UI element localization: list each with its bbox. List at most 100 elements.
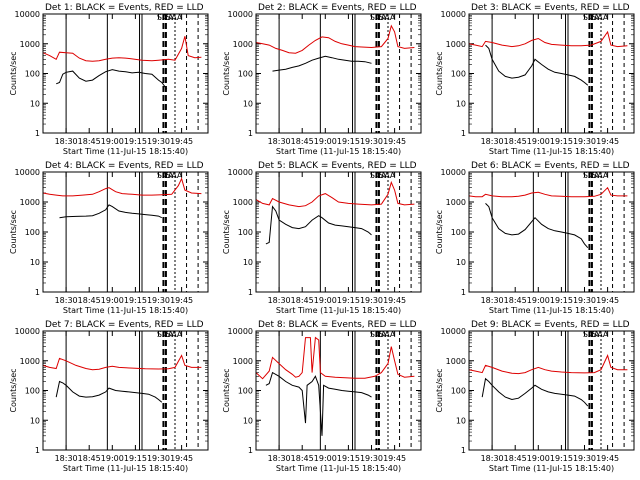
panel-det-3: Det 3: BLACK = Events, RED = LLDSAASAA11… — [435, 3, 635, 156]
x-tick-label: 19:15 — [550, 137, 573, 146]
y-tick-label: 10 — [456, 416, 466, 425]
x-tick-label: 19:00 — [314, 454, 337, 463]
y-tick-label: 1000 — [233, 40, 253, 49]
y-tick-label: 1000 — [20, 198, 40, 207]
x-tick-label: 18:30 — [55, 296, 78, 305]
y-tick-label: 100 — [25, 228, 40, 237]
x-axis-label: Start Time (11-Jul-15 18:15:40) — [63, 464, 188, 473]
y-tick-label: 1 — [461, 446, 466, 455]
plot-frame — [468, 13, 635, 134]
y-tick-label: 100 — [451, 387, 466, 396]
series-lld-line — [42, 354, 202, 371]
x-tick-label: 18:45 — [504, 296, 527, 305]
panel-det-9: Det 9: BLACK = Events, RED = LLDSAASAA11… — [435, 320, 635, 473]
x-tick-label: 19:15 — [124, 137, 147, 146]
x-tick-label: 18:45 — [291, 454, 314, 463]
x-tick-label: 19:00 — [527, 296, 550, 305]
series-events-line — [59, 204, 163, 219]
series-lld-line — [468, 30, 628, 48]
y-tick-label: 100 — [238, 387, 253, 396]
y-axis-label: Counts/sec — [222, 368, 231, 412]
y-tick-label: 10000 — [228, 327, 253, 336]
x-tick-label: 19:15 — [550, 296, 573, 305]
x-tick-label: 19:30 — [573, 137, 596, 146]
y-axis-label: Counts/sec — [222, 51, 231, 95]
plot-frame — [255, 330, 422, 451]
y-axis-label: Counts/sec — [9, 51, 18, 95]
x-tick-label: 18:30 — [481, 454, 504, 463]
x-tick-label: 19:45 — [170, 137, 193, 146]
x-tick-label: 19:15 — [124, 454, 147, 463]
series-events-line — [265, 205, 372, 245]
y-tick-label: 1 — [35, 129, 40, 138]
y-tick-label: 1000 — [446, 40, 466, 49]
y-tick-label: 10000 — [15, 168, 40, 177]
y-tick-label: 10 — [243, 99, 253, 108]
x-tick-label: 19:45 — [383, 296, 406, 305]
y-tick-label: 10000 — [15, 10, 40, 19]
series-lld-line — [255, 336, 415, 380]
x-tick-label: 19:45 — [383, 137, 406, 146]
series-events-line — [272, 55, 372, 72]
series-lld-line — [42, 36, 202, 62]
x-tick-label: 19:30 — [147, 296, 170, 305]
x-tick-label: 19:00 — [527, 454, 550, 463]
y-tick-label: 1 — [461, 129, 466, 138]
x-tick-label: 18:30 — [55, 137, 78, 146]
y-tick-label: 1 — [248, 288, 253, 297]
y-tick-label: 10 — [243, 258, 253, 267]
y-tick-label: 100 — [238, 70, 253, 79]
y-tick-label: 1 — [461, 288, 466, 297]
x-tick-label: 18:30 — [55, 454, 78, 463]
saa-marker-label: SAA — [379, 330, 396, 339]
plot-frame — [468, 330, 635, 451]
series-events-line — [485, 44, 589, 86]
x-tick-label: 19:30 — [573, 454, 596, 463]
y-tick-label: 1 — [248, 446, 253, 455]
x-tick-label: 19:00 — [101, 296, 124, 305]
x-tick-label: 18:30 — [268, 454, 291, 463]
panel-title: Det 2: BLACK = Events, RED = LLD — [258, 3, 417, 13]
y-tick-label: 100 — [451, 228, 466, 237]
plot-frame — [468, 171, 635, 293]
x-axis-label: Start Time (11-Jul-15 18:15:40) — [276, 147, 401, 156]
saa-marker-label: SAA — [379, 13, 396, 22]
x-tick-label: 19:15 — [550, 454, 573, 463]
plot-frame — [255, 13, 422, 134]
y-axis-label: Counts/sec — [435, 368, 444, 412]
x-tick-label: 19:45 — [596, 454, 619, 463]
y-tick-label: 1 — [35, 446, 40, 455]
x-tick-label: 18:45 — [78, 137, 101, 146]
x-axis-label: Start Time (11-Jul-15 18:15:40) — [489, 306, 614, 315]
x-tick-label: 18:30 — [268, 137, 291, 146]
x-tick-label: 19:45 — [170, 454, 193, 463]
y-tick-label: 10 — [243, 416, 253, 425]
series-lld-line — [468, 186, 628, 198]
series-lld-line — [468, 354, 628, 375]
x-tick-label: 19:45 — [596, 296, 619, 305]
x-tick-label: 19:15 — [337, 137, 360, 146]
plot-frame — [42, 330, 209, 451]
y-tick-label: 10000 — [228, 10, 253, 19]
panel-det-2: Det 2: BLACK = Events, RED = LLDSAASAA11… — [222, 3, 422, 156]
y-axis-label: Counts/sec — [435, 210, 444, 254]
panel-det-6: Det 6: BLACK = Events, RED = LLDSAASAA11… — [435, 161, 635, 315]
x-tick-label: 18:45 — [504, 454, 527, 463]
y-tick-label: 100 — [25, 70, 40, 79]
y-axis-label: Counts/sec — [222, 210, 231, 254]
y-tick-label: 1 — [248, 129, 253, 138]
x-tick-label: 18:30 — [481, 296, 504, 305]
x-tick-label: 19:00 — [527, 137, 550, 146]
y-tick-label: 1000 — [20, 40, 40, 49]
x-tick-label: 19:30 — [147, 454, 170, 463]
y-tick-label: 10 — [456, 258, 466, 267]
panel-title: Det 6: BLACK = Events, RED = LLD — [471, 161, 630, 171]
panel-det-1: Det 1: BLACK = Events, RED = LLDSAASAA11… — [9, 3, 209, 156]
x-axis-label: Start Time (11-Jul-15 18:15:40) — [63, 147, 188, 156]
saa-marker-label: SAA — [592, 330, 609, 339]
y-tick-label: 1000 — [446, 198, 466, 207]
x-axis-label: Start Time (11-Jul-15 18:15:40) — [489, 464, 614, 473]
saa-marker-label: SAA — [592, 13, 609, 22]
x-tick-label: 19:00 — [101, 137, 124, 146]
